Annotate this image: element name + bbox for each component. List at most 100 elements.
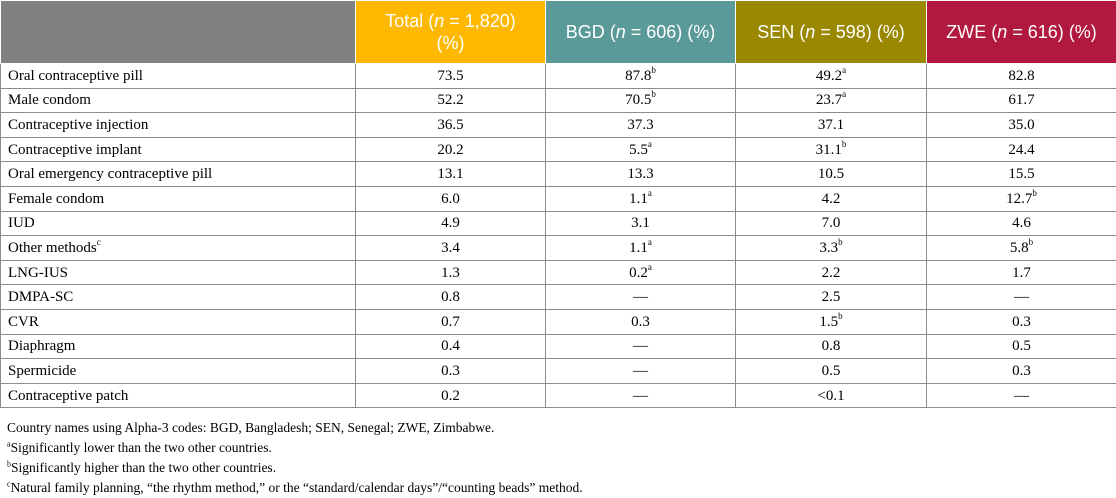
total-cell-value: 0.4	[441, 338, 460, 355]
table-row: DMPA-SC 0.8 — 2.5 —	[0, 284, 1116, 310]
total-cell: 20.2	[355, 136, 546, 163]
zwe-cell: 5.8b	[926, 235, 1116, 261]
bgd-cell: 13.3	[545, 161, 736, 187]
sen-cell-value: 0.5	[821, 362, 841, 379]
footnote-marker: a	[842, 64, 847, 75]
header-sen-post: = 598) (%)	[815, 22, 905, 42]
sen-cell-value: 31.1	[815, 141, 842, 158]
zwe-cell: 61.7	[926, 87, 1116, 114]
sen-cell-value: 4.2	[821, 190, 841, 207]
sen-cell-value: 2.2	[821, 264, 841, 281]
bgd-cell: 70.5b	[545, 87, 736, 114]
method-cell-value: DMPA-SC	[8, 289, 74, 306]
footnote-marker: b	[651, 89, 656, 100]
bgd-cell: —	[545, 382, 736, 409]
total-cell: 0.4	[355, 333, 546, 360]
table-row: IUD 4.9 3.1 7.0 4.6	[0, 210, 1116, 237]
header-total-pre: Total (	[385, 11, 435, 31]
total-cell-value: 0.3	[441, 362, 460, 379]
method-cell-value: CVR	[8, 313, 39, 330]
sen-cell: <0.1	[735, 382, 927, 409]
bgd-cell: 0.3	[545, 308, 736, 335]
total-cell: 3.4	[355, 235, 546, 261]
total-cell: 0.8	[355, 284, 546, 310]
total-cell-value: 3.4	[441, 239, 460, 256]
method-cell-value: Spermicide	[8, 362, 77, 379]
method-cell-value: Other methods	[8, 239, 97, 256]
sen-cell-value: 10.5	[817, 166, 845, 183]
zwe-cell: 1.7	[926, 259, 1116, 286]
total-cell: 52.2	[355, 87, 546, 114]
total-cell-value: 6.0	[441, 190, 460, 207]
bgd-cell: 1.1a	[545, 235, 736, 261]
header-bgd-pre: BGD (	[565, 22, 616, 42]
method-cell-value: Contraceptive injection	[8, 116, 149, 133]
footnote-marker: b	[841, 138, 847, 149]
table-row: Male condom 52.2 70.5b 23.7a 61.7	[0, 87, 1116, 114]
total-cell-value: 0.2	[441, 387, 460, 404]
footnote-c-text: Natural family planning, “the rhythm met…	[10, 480, 583, 495]
method-cell-value: Male condom	[8, 92, 91, 109]
method-cell-value: Oral emergency contraceptive pill	[8, 166, 213, 183]
sen-cell: 2.2	[735, 259, 927, 286]
bgd-cell-value: 87.8	[625, 67, 652, 84]
zwe-cell-value: 4.6	[1012, 215, 1031, 232]
sen-cell-value: 0.8	[821, 338, 841, 355]
bgd-cell: —	[545, 358, 736, 384]
zwe-cell-value: 12.7	[1006, 190, 1033, 207]
method-cell: Contraceptive injection	[0, 112, 356, 138]
zwe-cell: 82.8	[926, 63, 1116, 89]
bgd-cell-value: 1.1	[629, 190, 648, 207]
zwe-cell-value: 0.3	[1012, 362, 1031, 379]
bgd-cell: 37.3	[545, 112, 736, 138]
zwe-cell-value: 82.8	[1008, 67, 1035, 84]
sen-cell: 0.8	[735, 333, 927, 360]
footnote-marker: a	[842, 89, 847, 100]
bgd-cell-value: 3.1	[631, 215, 650, 232]
header-bgd-post: = 606) (%)	[625, 22, 716, 42]
footnote-a-text: Significantly lower than the two other c…	[10, 440, 272, 455]
header-zwe-pre: ZWE (	[946, 22, 998, 42]
sen-cell: 0.5	[735, 358, 927, 384]
zwe-cell: —	[926, 284, 1116, 310]
sen-cell: 10.5	[735, 161, 927, 187]
table-body: Oral contraceptive pill 73.5 87.8b 49.2a 82.…	[0, 63, 1116, 409]
total-cell-value: 36.5	[437, 116, 464, 133]
table-row: Spermicide 0.3 — 0.5 0.3	[0, 358, 1116, 384]
footnote-marker: a	[647, 261, 652, 272]
zwe-cell-value: 24.4	[1008, 141, 1035, 158]
footnote-marker: c	[96, 236, 101, 247]
sen-cell-value: 23.7	[815, 92, 843, 109]
header-sen-pre: SEN (	[757, 22, 806, 42]
bgd-cell-value: 37.3	[627, 116, 654, 133]
sen-cell: 49.2a	[735, 63, 927, 89]
total-cell: 73.5	[355, 63, 546, 89]
total-cell: 6.0	[355, 185, 546, 212]
header-total: Total (n = 1,820) (%)	[355, 0, 546, 64]
header-zwe-post: = 616) (%)	[1007, 22, 1097, 42]
method-cell: Other methodsc	[0, 235, 356, 261]
method-cell: Male condom	[0, 87, 356, 114]
zwe-cell: 0.3	[926, 308, 1116, 335]
header-row: Total (n = 1,820) (%) BGD (n = 606) (%) S…	[0, 0, 1116, 64]
header-bgd-n: n	[615, 22, 626, 42]
table-row: Contraceptive implant 20.2 5.5a 31.1b 24.4	[0, 136, 1116, 163]
bgd-cell-value: 0.2	[629, 264, 648, 281]
method-cell: IUD	[0, 210, 356, 237]
contraceptive-methods-table: Total (n = 1,820) (%) BGD (n = 606) (%) S…	[0, 0, 1116, 409]
table-header: Total (n = 1,820) (%) BGD (n = 606) (%) S…	[0, 0, 1116, 64]
sen-cell: 23.7a	[735, 87, 927, 114]
method-cell-value: IUD	[8, 215, 35, 232]
footnote-marker: b	[1028, 236, 1034, 247]
footnote-marker: b	[838, 236, 843, 247]
method-cell: Oral emergency contraceptive pill	[0, 161, 356, 187]
footnote-marker: b	[1032, 187, 1037, 198]
bgd-cell-value: 70.5	[625, 92, 652, 109]
bgd-cell-value: —	[633, 387, 648, 404]
bgd-cell-value: —	[633, 338, 648, 355]
total-cell: 0.2	[355, 382, 546, 409]
table-row: Diaphragm 0.4 — 0.8 0.5	[0, 333, 1116, 360]
method-cell-value: Contraceptive patch	[8, 387, 129, 404]
header-sen-n: n	[805, 22, 816, 42]
bgd-cell-value: 0.3	[631, 313, 650, 330]
